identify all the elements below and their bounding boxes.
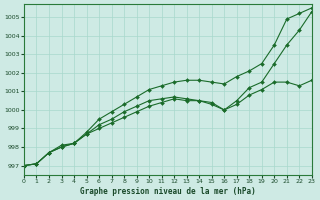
X-axis label: Graphe pression niveau de la mer (hPa): Graphe pression niveau de la mer (hPa) <box>80 187 256 196</box>
